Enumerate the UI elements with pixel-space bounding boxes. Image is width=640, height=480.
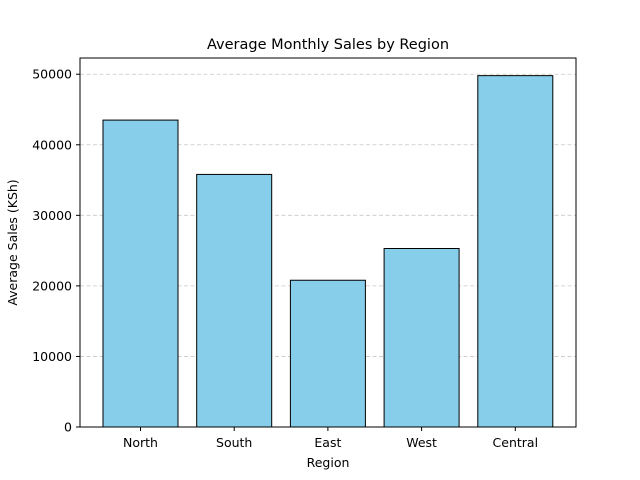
x-axis-label: Region — [307, 455, 350, 470]
y-tick-label: 20000 — [32, 278, 72, 293]
x-tick-label: Central — [493, 435, 539, 450]
y-axis-ticks: 0 10000 20000 30000 40000 50000 — [32, 67, 80, 435]
y-tick-label: 0 — [64, 420, 72, 435]
x-tick-label: West — [406, 435, 437, 450]
bar-south — [196, 173, 273, 428]
y-tick-label: 30000 — [32, 208, 72, 223]
y-axis-label: Average Sales (KSh) — [5, 179, 20, 305]
x-tick-label: East — [314, 435, 341, 450]
x-axis-ticks: North South East West Central — [123, 427, 538, 450]
bars — [102, 75, 554, 428]
bar-east — [289, 279, 366, 428]
y-tick-label: 50000 — [32, 67, 72, 82]
x-tick-label: North — [123, 435, 158, 450]
y-tick-label: 10000 — [32, 349, 72, 364]
bar-north — [102, 119, 179, 428]
bar-central — [477, 75, 554, 428]
y-tick-label: 40000 — [32, 137, 72, 152]
x-tick-label: South — [216, 435, 252, 450]
bar-west — [383, 247, 460, 428]
chart-title: Average Monthly Sales by Region — [207, 37, 449, 53]
